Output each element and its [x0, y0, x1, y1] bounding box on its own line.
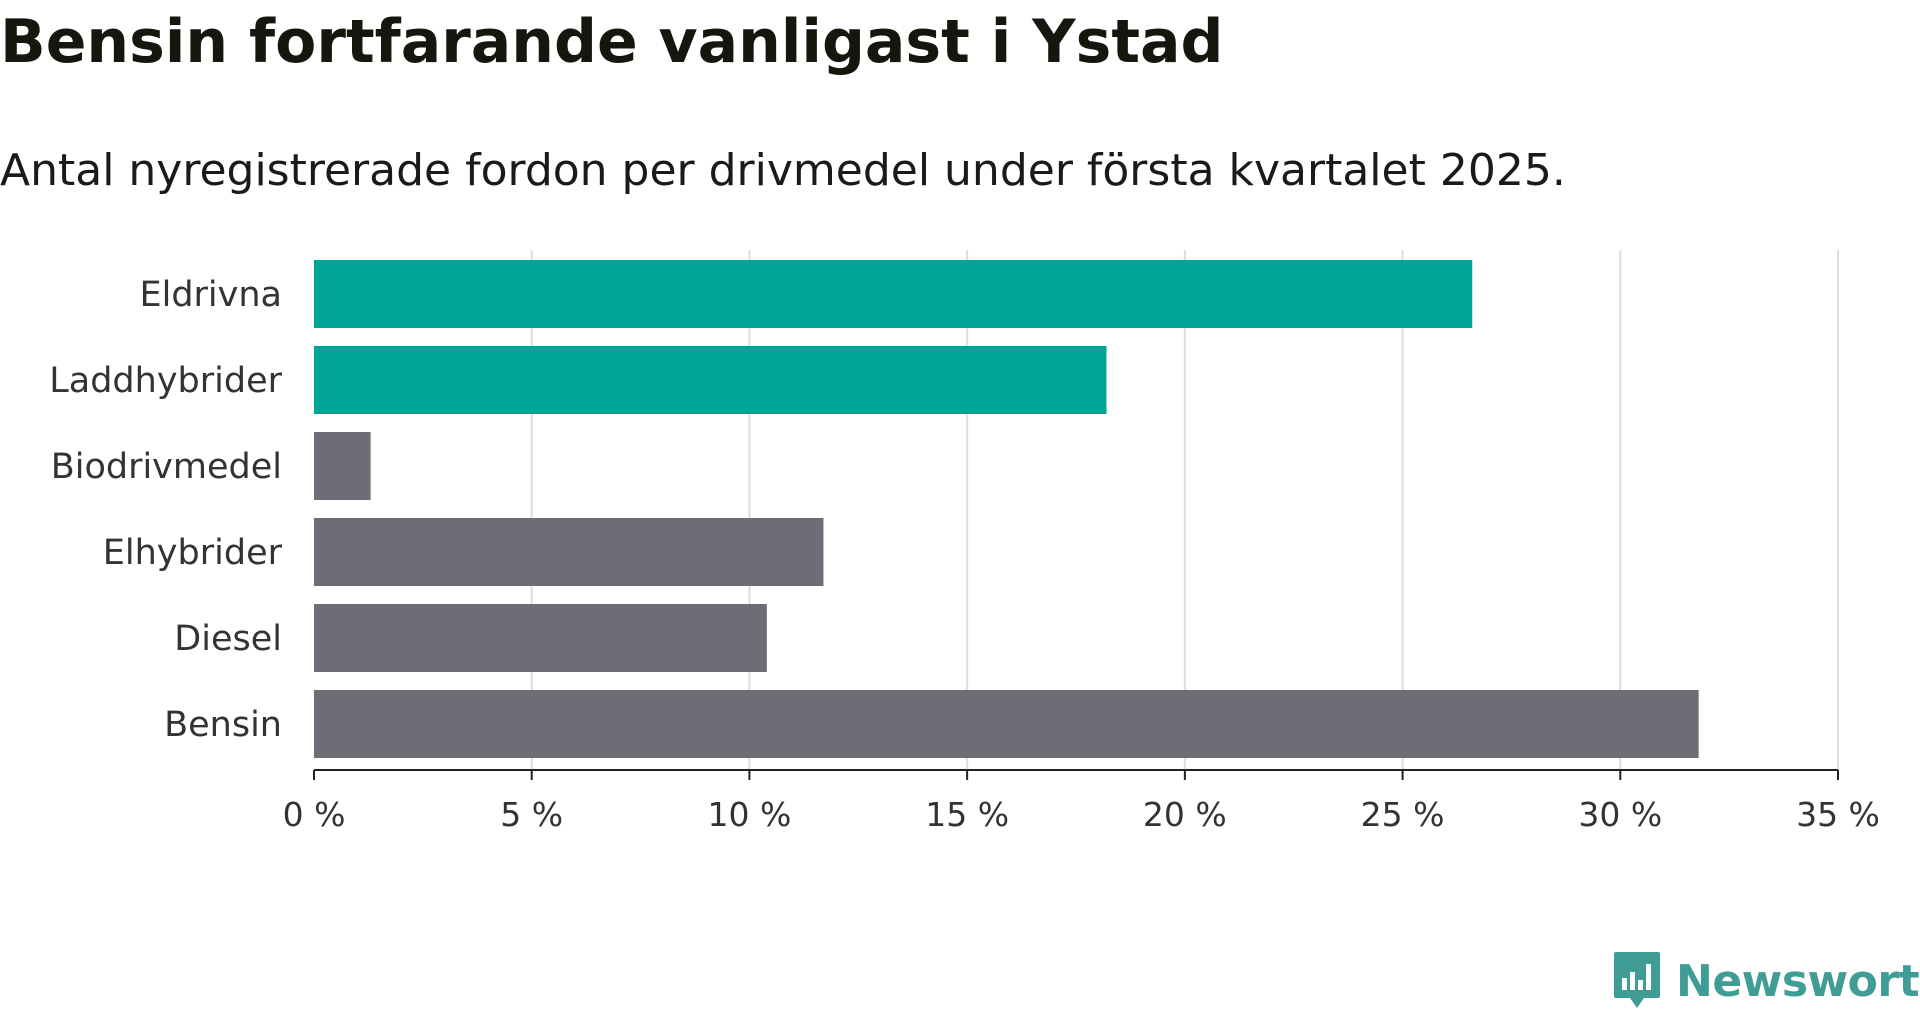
x-tick-label: 30 % [1578, 795, 1662, 834]
brand-name: Newsworthy [1676, 955, 1920, 1007]
category-label: Biodrivmedel [51, 447, 282, 487]
category-label: Laddhybrider [49, 361, 282, 401]
brand-logo: Newsworthy [1612, 948, 1920, 1014]
x-tick-label: 5 % [500, 795, 563, 834]
chart-subtitle: Antal nyregistrerade fordon per drivmede… [0, 145, 1566, 196]
bar [314, 432, 371, 500]
bar [314, 518, 824, 586]
category-labels: Eldrivna Laddhybrider Biodrivmedel Elhybrid… [49, 275, 282, 745]
bar [314, 346, 1107, 414]
x-tick-label: 35 % [1796, 795, 1880, 834]
newsworthy-logo-icon [1614, 952, 1660, 1008]
x-axis: 0 % 5 % 10 % 15 % 20 % 25 % 30 % 35 % [283, 769, 1880, 834]
category-label: Bensin [164, 705, 282, 745]
category-label: Elhybrider [103, 533, 283, 573]
x-tick-label: 20 % [1143, 795, 1227, 834]
x-tick-label: 10 % [708, 795, 792, 834]
x-tick-label: 0 % [283, 795, 346, 834]
x-tick-label: 25 % [1361, 795, 1445, 834]
x-tick-label: 15 % [925, 795, 1009, 834]
bar [314, 690, 1699, 758]
gridlines [530, 250, 1839, 770]
chart-title: Bensin fortfarande vanligast i Ystad [0, 7, 1224, 77]
category-label: Eldrivna [139, 275, 282, 315]
bar [314, 604, 767, 672]
bars [314, 260, 1699, 758]
bar [314, 260, 1473, 328]
category-label: Diesel [174, 619, 282, 659]
